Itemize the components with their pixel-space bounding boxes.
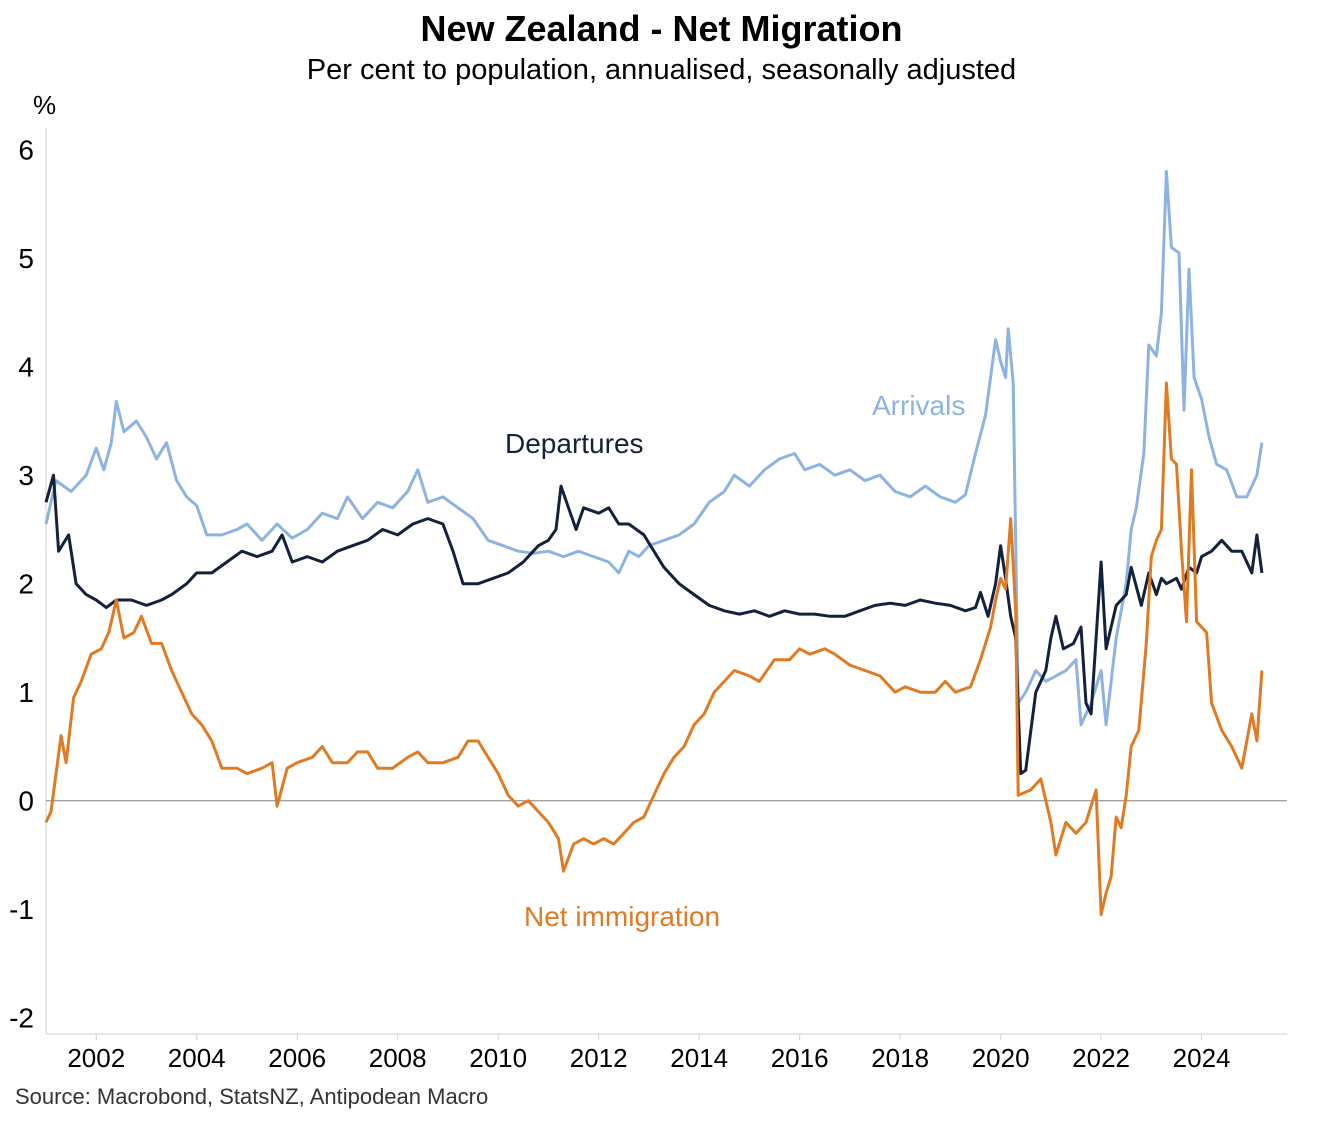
y-tick-label: 6 — [18, 135, 34, 166]
x-tick-label: 2010 — [469, 1043, 527, 1073]
x-tick-label: 2024 — [1173, 1043, 1231, 1073]
x-tick-label: 2002 — [67, 1043, 125, 1073]
y-tick-label: 2 — [18, 569, 34, 600]
x-tick-label: 2016 — [771, 1043, 829, 1073]
y-tick-label: 1 — [18, 677, 34, 708]
y-tick-label: -1 — [9, 894, 34, 925]
source-note: Source: Macrobond, StatsNZ, Antipodean M… — [15, 1084, 489, 1109]
annotation-arrivals: Arrivals — [872, 390, 966, 421]
x-tick-label: 2012 — [570, 1043, 628, 1073]
x-tick-label: 2006 — [268, 1043, 326, 1073]
y-tick-label: -2 — [9, 1003, 34, 1034]
series-line-departures — [44, 473, 1264, 776]
chart-subtitle: Per cent to population, annualised, seas… — [306, 54, 1017, 86]
y-axis-label: % — [33, 90, 57, 120]
series-line-net-immigration — [44, 381, 1264, 917]
x-tick-label: 2018 — [871, 1043, 929, 1073]
series-line-arrivals — [44, 169, 1264, 727]
x-tick-label: 2008 — [369, 1043, 427, 1073]
annotation-net-immigration: Net immigration — [524, 901, 721, 932]
y-tick-label: 0 — [18, 786, 34, 817]
x-tick-label: 2022 — [1072, 1043, 1130, 1073]
x-tick-label: 2004 — [168, 1043, 226, 1073]
y-tick-label: 4 — [18, 352, 34, 383]
y-tick-label: 3 — [18, 460, 34, 491]
y-tick-label: 5 — [18, 243, 34, 274]
x-tick-label: 2020 — [972, 1043, 1030, 1073]
chart-title: New Zealand - Net Migration — [420, 8, 903, 49]
annotation-departures: Departures — [505, 428, 644, 459]
x-tick-label: 2014 — [670, 1043, 728, 1073]
